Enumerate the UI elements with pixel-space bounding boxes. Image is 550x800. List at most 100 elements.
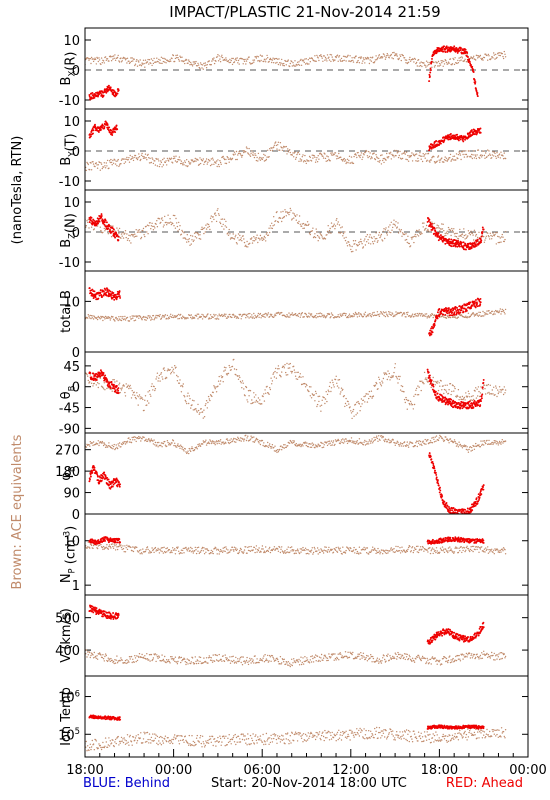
ace-point	[387, 370, 389, 372]
ace-point	[243, 58, 245, 61]
ace-point	[310, 386, 312, 388]
ace-point	[287, 60, 289, 62]
ace-point	[199, 234, 201, 236]
ace-point	[112, 316, 114, 318]
ace-point	[358, 62, 361, 64]
ahead-point	[111, 131, 114, 134]
ace-point	[211, 440, 214, 442]
ace-point	[326, 54, 329, 56]
ace-point	[461, 233, 464, 235]
ace-point	[489, 153, 491, 155]
ace-point	[328, 232, 330, 234]
ace-point	[181, 56, 183, 58]
ace-point	[167, 318, 169, 320]
ace-point	[499, 389, 501, 391]
ace-point	[200, 316, 202, 318]
ace-point	[102, 386, 104, 389]
ace-point	[391, 375, 393, 377]
ace-point	[85, 372, 88, 375]
ace-point	[461, 398, 463, 401]
ace-point	[315, 159, 317, 161]
ace-point	[450, 393, 452, 396]
ace-point	[323, 55, 325, 57]
ahead-point	[449, 132, 452, 135]
ace-point	[96, 167, 99, 169]
ace-point	[504, 231, 507, 233]
ace-point	[114, 230, 116, 232]
ahead-point	[445, 397, 448, 400]
ace-point	[180, 60, 183, 62]
ace-point	[247, 316, 249, 318]
ace-point	[227, 157, 229, 159]
ace-point	[218, 55, 220, 57]
ace-point	[104, 165, 106, 167]
ace-point	[352, 162, 355, 165]
ace-point	[439, 159, 442, 161]
ace-point	[323, 397, 325, 399]
ace-point	[473, 398, 475, 401]
ace-point	[439, 385, 441, 387]
ace-point	[445, 159, 447, 162]
ace-point	[152, 229, 155, 231]
ace-point	[153, 57, 155, 60]
ace-point	[319, 405, 321, 407]
ace-point	[256, 156, 258, 159]
ace-point	[289, 65, 291, 68]
y-tick-label-theta: 45	[63, 360, 80, 375]
ace-point	[463, 228, 465, 230]
ace-point	[455, 153, 458, 155]
ace-point	[411, 160, 414, 162]
ace-point	[306, 224, 308, 227]
ace-point	[190, 234, 192, 237]
ace-point	[344, 231, 346, 233]
ace-point	[262, 157, 264, 159]
ahead-point	[455, 309, 458, 312]
ace-point	[427, 61, 429, 64]
ace-point	[223, 370, 225, 372]
ace-point	[261, 158, 264, 161]
ace-point	[217, 440, 220, 442]
ace-point	[390, 314, 392, 316]
ace-point	[108, 316, 111, 319]
ace-point	[289, 207, 291, 210]
ace-point	[357, 244, 359, 247]
ace-point	[224, 59, 226, 61]
ace-point	[295, 219, 297, 221]
ace-point	[309, 61, 311, 63]
ace-point	[446, 384, 448, 386]
ace-point	[330, 232, 332, 234]
ace-point	[168, 60, 171, 63]
ace-point	[231, 440, 234, 442]
ace-point	[405, 233, 407, 235]
ace-point	[183, 450, 185, 452]
ace-point	[160, 444, 162, 447]
ahead-point	[453, 313, 456, 316]
ahead-point	[433, 52, 436, 55]
ace-point	[139, 398, 141, 400]
ace-point	[120, 389, 123, 391]
ace-point	[229, 313, 231, 316]
ace-point	[256, 234, 258, 236]
ace-point	[438, 382, 440, 384]
ace-point	[230, 369, 232, 371]
ace-point	[451, 390, 453, 393]
ace-point	[325, 391, 327, 393]
ace-point	[403, 312, 405, 314]
ahead-point	[112, 383, 115, 386]
ace-point	[88, 59, 90, 61]
ace-point	[96, 316, 98, 319]
ace-point	[297, 444, 299, 447]
ace-point	[465, 153, 468, 156]
ace-point	[164, 369, 166, 372]
ace-point	[153, 385, 155, 388]
ace-point	[414, 233, 416, 236]
ace-point	[425, 313, 428, 315]
ace-point	[356, 243, 358, 246]
ace-point	[175, 217, 177, 220]
ace-point	[277, 141, 280, 143]
ace-point	[336, 382, 338, 384]
ahead-point	[102, 124, 104, 127]
ace-point	[217, 380, 220, 382]
ace-point	[444, 384, 446, 386]
ace-point	[139, 436, 141, 438]
